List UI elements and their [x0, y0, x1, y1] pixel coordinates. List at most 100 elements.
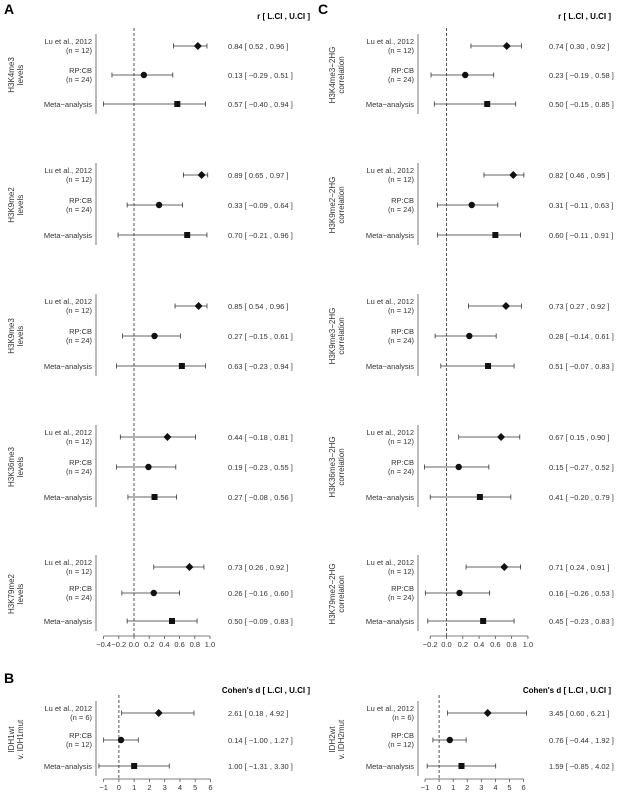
study-label: Meta−analysis — [366, 617, 414, 626]
forest-chart-c-1: r [ L.CI , U.CI ]H3K4me3−2HGcorrelationL… — [328, 12, 614, 649]
study-n: (n = 6) — [392, 713, 414, 722]
study-n: (n = 24) — [66, 205, 93, 214]
study-n: (n = 12) — [66, 567, 93, 576]
estimate-text: 0.50 [ −0.15 , 0.85 ] — [549, 100, 614, 109]
study-n: (n = 12) — [388, 740, 415, 749]
study-label: RP:CB — [69, 584, 92, 593]
x-tick-label: −1 — [99, 783, 108, 791]
group-label-line2: correlation — [337, 448, 346, 485]
estimate-text: 0.82 [ 0.46 , 0.95 ] — [549, 171, 609, 180]
study-n: (n = 24) — [388, 593, 415, 602]
study-label: Lu et al., 2012 — [44, 297, 92, 306]
study-n: (n = 12) — [66, 306, 93, 315]
estimate-text: 0.51 [ −0.07 , 0.83 ] — [549, 362, 614, 371]
study-label: RP:CB — [391, 327, 414, 336]
point-estimate-diamond — [163, 433, 172, 441]
study-label: Meta−analysis — [44, 617, 92, 626]
group-label: H3K9me2levels — [7, 187, 25, 223]
study-label: Lu et al., 2012 — [44, 704, 92, 713]
estimate-text: 0.85 [ 0.54 , 0.96 ] — [228, 302, 288, 311]
estimate-text: 0.26 [ −0.16 , 0.60 ] — [228, 589, 293, 598]
point-estimate-diamond — [501, 302, 510, 310]
estimate-text: 0.73 [ 0.26 , 0.92 ] — [228, 563, 288, 572]
point-estimate-diamond — [193, 42, 202, 50]
group-label-line2: correlation — [337, 575, 346, 612]
point-estimate-square — [131, 763, 138, 769]
estimate-text: 3.45 [ 0.60 , 6.21 ] — [549, 709, 609, 718]
group-label: H3K9me3−2HGcorrelation — [328, 308, 346, 365]
panel-letter-c: C — [318, 1, 328, 17]
point-estimate-square — [484, 101, 491, 107]
estimate-text: 0.73 [ 0.27 , 0.92 ] — [549, 302, 609, 311]
group-label-line1: H3K9me3−2HG — [328, 308, 337, 365]
group-label-line2: levels — [16, 326, 25, 346]
point-estimate-square — [458, 763, 465, 769]
study-label: Meta−analysis — [44, 762, 92, 771]
point-estimate-circle — [150, 589, 157, 597]
point-estimate-circle — [456, 589, 463, 597]
estimate-text: 0.45 [ −0.23 , 0.83 ] — [549, 617, 614, 626]
group-label-line1: H3K4me3 — [7, 57, 16, 93]
estimate-text: 0.27 [ −0.08 , 0.56 ] — [228, 493, 293, 502]
study-label: Meta−analysis — [366, 362, 414, 371]
estimate-text: 0.27 [ −0.15 , 0.61 ] — [228, 332, 293, 341]
study-label: RP:CB — [69, 196, 92, 205]
study-n: (n = 12) — [388, 437, 415, 446]
study-label: Lu et al., 2012 — [366, 428, 414, 437]
x-tick-label: 4 — [493, 783, 497, 791]
group-label-line1: H3K36me3−2HG — [328, 436, 337, 497]
study-n: (n = 24) — [388, 467, 415, 476]
point-estimate-circle — [468, 201, 475, 209]
estimate-text: 0.89 [ 0.65 , 0.97 ] — [228, 171, 288, 180]
x-tick-label: 0.8 — [190, 640, 200, 649]
point-estimate-diamond — [483, 709, 492, 717]
estimate-text: 0.13 [ −0.29 , 0.51 ] — [228, 71, 293, 80]
x-tick-label: 3 — [479, 783, 483, 791]
plots-layer: r [ L.CI , U.CI ] H3K4me3 levels Lu et al.,… — [7, 12, 614, 792]
x-tick-label: −0.2 — [423, 640, 438, 649]
group-label: H3K36me3−2HGcorrelation — [328, 436, 346, 497]
estimate-text: 0.74 [ 0.30 , 0.92 ] — [549, 42, 609, 51]
estimate-text: 0.50 [ −0.09 , 0.83 ] — [228, 617, 293, 626]
point-estimate-square — [485, 363, 492, 369]
estimate-text: 0.71 [ 0.24 , 0.91 ] — [549, 563, 609, 572]
point-estimate-square — [151, 494, 158, 500]
study-n: (n = 24) — [66, 593, 93, 602]
study-label: RP:CB — [391, 731, 414, 740]
study-label: RP:CB — [391, 66, 414, 75]
x-tick-label: 1.0 — [205, 640, 215, 649]
estimate-text: 0.63 [ −0.23 , 0.94 ] — [228, 362, 293, 371]
group-label-line1: H3K9me2 — [7, 187, 16, 223]
group-label: H3K9me3levels — [7, 318, 25, 354]
estimate-text: 0.23 [ −0.19 , 0.58 ] — [549, 71, 614, 80]
x-tick-label: 0.4 — [474, 640, 484, 649]
point-estimate-circle — [140, 71, 148, 79]
study-label: RP:CB — [69, 66, 92, 75]
point-estimate-square — [476, 494, 483, 500]
group-label-line1: IDH1wt — [7, 726, 16, 753]
x-tick-label: 0 — [117, 783, 121, 791]
group-label-line2: v. IDH1mut — [16, 719, 25, 759]
estimate-text: 0.28 [ −0.14 , 0.61 ] — [549, 332, 614, 341]
study-n: (n = 12) — [388, 567, 415, 576]
study-label: Lu et al., 2012 — [44, 37, 92, 46]
study-n: (n = 12) — [388, 46, 415, 55]
point-estimate-circle — [455, 463, 462, 471]
study-label: Meta−analysis — [366, 231, 414, 240]
study-label: Lu et al., 2012 — [44, 428, 92, 437]
x-tick-label: 5 — [193, 783, 197, 791]
group-label-line2: v. IDH2mut — [337, 719, 346, 759]
x-tick-label: 0.6 — [490, 640, 500, 649]
column-header: r [ L.CI , U.CI ] — [558, 12, 611, 21]
study-label: Meta−analysis — [44, 231, 92, 240]
point-estimate-square — [178, 363, 185, 369]
estimate-text: 0.15 [ −0.27 , 0.52 ] — [549, 463, 614, 472]
estimate-text: 0.33 [ −0.09 , 0.64 ] — [228, 201, 293, 210]
estimate-text: 0.70 [ −0.21 , 0.96 ] — [228, 231, 293, 240]
forest-chart-b-3: Cohen's d [ L.CI , U.CI ] IDH2wtv. IDH2mu… — [328, 686, 614, 792]
x-tick-label: 2 — [465, 783, 469, 791]
x-tick-label: 5 — [507, 783, 511, 791]
group-label-line1: IDH2wt — [328, 726, 337, 753]
study-label: Meta−analysis — [366, 762, 414, 771]
